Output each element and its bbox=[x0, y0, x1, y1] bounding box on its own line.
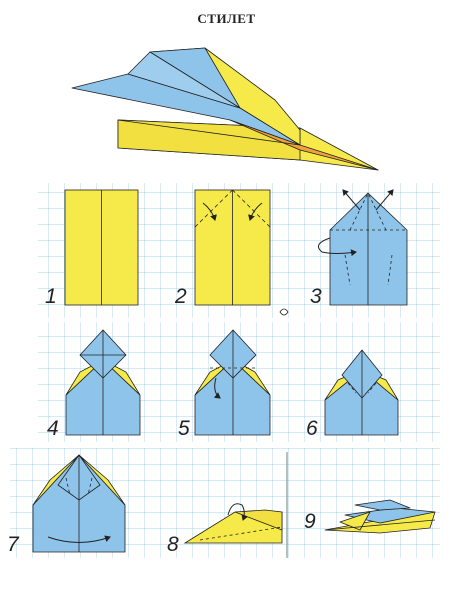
finished-plane-illustration bbox=[71, 47, 379, 171]
step-5-figure bbox=[194, 329, 271, 436]
step-number-5: 5 bbox=[178, 417, 190, 440]
step-number-2: 2 bbox=[175, 285, 187, 308]
step-number-9: 9 bbox=[304, 510, 316, 533]
step-3-figure bbox=[317, 189, 408, 306]
step-number-4: 4 bbox=[47, 417, 59, 440]
step-8-figure bbox=[183, 503, 283, 544]
step-9-figure bbox=[324, 499, 436, 534]
step-4-figure bbox=[65, 329, 141, 436]
step-1-figure bbox=[64, 189, 139, 306]
step-number-6: 6 bbox=[306, 417, 318, 440]
step-number-7: 7 bbox=[7, 533, 19, 556]
step-number-8: 8 bbox=[167, 533, 179, 556]
step-2-figure bbox=[194, 189, 289, 316]
step-number-3: 3 bbox=[310, 285, 322, 308]
step-number-1: 1 bbox=[45, 285, 57, 308]
step-6-figure bbox=[324, 349, 399, 436]
step-7-figure bbox=[32, 454, 126, 553]
diagram-title: СТИЛЕТ bbox=[197, 11, 256, 26]
